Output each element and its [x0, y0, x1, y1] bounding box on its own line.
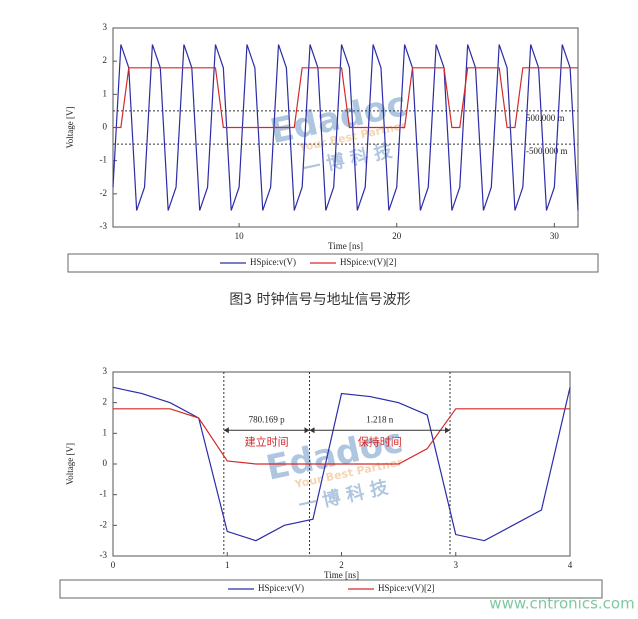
y-tick-label: -1 [100, 155, 108, 165]
figure-caption: 图3 时钟信号与地址信号波形 [229, 291, 410, 308]
legend-label: HSpice:v(V) [258, 583, 304, 593]
legend-label: HSpice:v(V)[2] [378, 583, 434, 593]
x-tick-label: 1 [225, 560, 230, 570]
legend-label: HSpice:v(V)[2] [340, 257, 396, 267]
y-tick-label: 1 [103, 427, 108, 437]
span-note: 建立时间 [245, 434, 289, 448]
y-tick-label: 2 [103, 397, 108, 407]
x-tick-label: 4 [568, 560, 573, 570]
series-line [112, 386, 571, 542]
x-tick-label: 0 [111, 560, 116, 570]
y-axis-label: Voltage [V] [65, 106, 75, 148]
span-label: 780.169 p [249, 414, 286, 424]
y-tick-label: -2 [100, 188, 108, 198]
y-tick-label: -3 [100, 221, 108, 231]
y-tick-label: 3 [103, 366, 108, 376]
span-label: 1.218 n [366, 414, 394, 424]
site-watermark: www.cntronics.com [489, 595, 634, 613]
x-tick-label: 10 [235, 231, 245, 241]
legend-box [59, 579, 603, 599]
span-note: 保持时间 [358, 434, 402, 448]
threshold-label: 500.000 m [526, 113, 565, 123]
y-tick-label: 2 [103, 55, 108, 65]
y-tick-label: -1 [100, 489, 108, 499]
y-tick-label: -3 [100, 550, 108, 560]
series-line [113, 408, 570, 465]
threshold-label: -500.000 m [526, 146, 568, 156]
x-axis-label: Time [ns] [328, 241, 363, 251]
x-tick-label: 30 [550, 231, 560, 241]
x-axis-label: Time [ns] [324, 570, 359, 580]
series-line [113, 67, 578, 129]
y-axis-label: Voltage [V] [65, 443, 75, 485]
y-tick-label: 3 [103, 22, 108, 32]
series-line [112, 44, 579, 211]
x-tick-label: 20 [392, 231, 402, 241]
plot-frame [112, 27, 579, 228]
y-tick-label: 0 [103, 122, 108, 132]
y-tick-label: 1 [103, 88, 108, 98]
y-tick-label: 0 [103, 458, 108, 468]
legend-label: HSpice:v(V) [250, 257, 296, 267]
y-tick-label: -2 [100, 519, 108, 529]
x-tick-label: 3 [454, 560, 459, 570]
x-tick-label: 2 [339, 560, 344, 570]
